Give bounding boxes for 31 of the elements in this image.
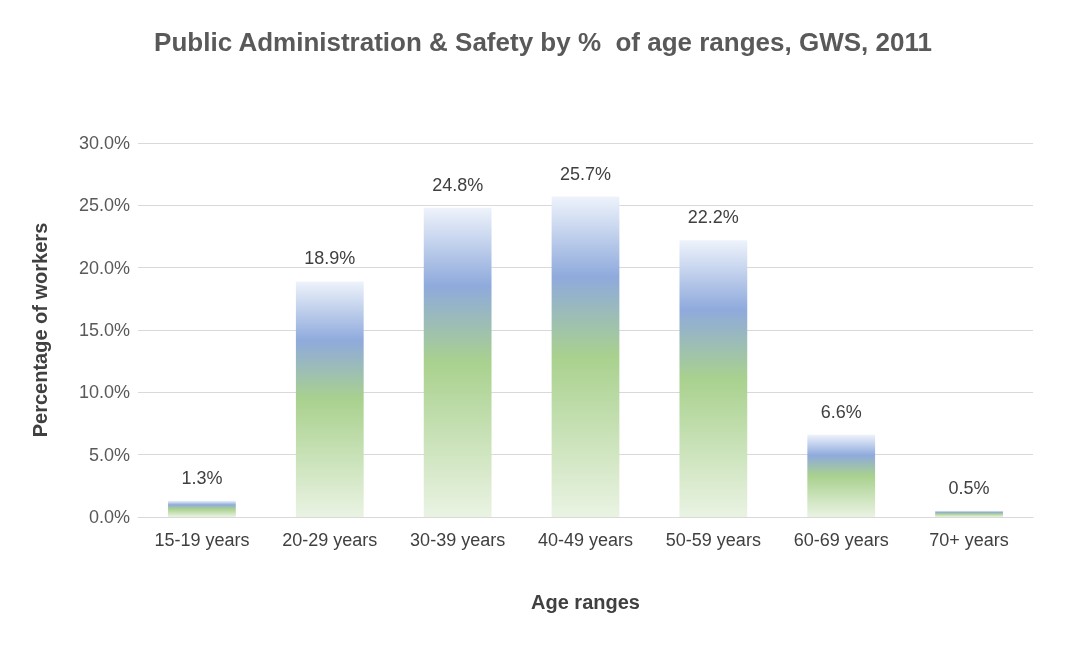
bar: [551, 196, 620, 517]
y-tick-label: 25.0%: [78, 195, 130, 216]
data-label: 1.3%: [181, 467, 223, 488]
bar: [168, 500, 236, 517]
y-tick-label: 15.0%: [78, 320, 130, 340]
bar: [807, 434, 876, 517]
chart-title: Public Administration & Safety by % of age ranges, GWS, 2011: [154, 27, 932, 57]
x-tick-label: 30-39 years: [410, 530, 506, 550]
y-tick-label: 5.0%: [88, 444, 130, 465]
data-label: 6.6%: [820, 401, 862, 422]
x-tick-label: 15-19 years: [154, 530, 250, 550]
y-tick-label: 30.0%: [78, 133, 130, 153]
x-tick-label: 20-29 years: [282, 530, 378, 550]
data-label: 18.9%: [304, 248, 356, 269]
bar: [935, 510, 1003, 517]
data-label: 22.2%: [687, 207, 739, 228]
x-axis-title: Age ranges: [531, 591, 640, 613]
data-label: 24.8%: [432, 174, 484, 195]
x-tick-label: 50-59 years: [665, 530, 761, 550]
data-label: 0.5%: [948, 477, 990, 498]
x-tick-label: 70+ years: [929, 530, 1009, 550]
y-tick-label: 10.0%: [78, 382, 130, 403]
x-tick-label: 40-49 years: [537, 530, 634, 550]
y-tick-label: 20.0%: [78, 257, 130, 278]
bar: [295, 281, 364, 517]
y-axis-title: Percentage of workers: [29, 222, 51, 438]
x-tick-label: 60-69 years: [793, 530, 889, 550]
data-label: 25.7%: [559, 163, 612, 184]
bar: [679, 240, 748, 517]
bar: [423, 207, 492, 517]
y-tick-label: 0.0%: [88, 507, 130, 527]
